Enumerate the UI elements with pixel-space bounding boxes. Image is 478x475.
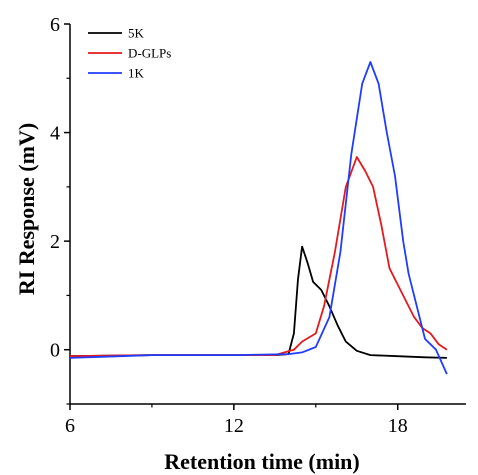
y-tick-label-4: 4 <box>50 123 60 145</box>
axes: 6 12 18 0 2 4 6 <box>50 14 466 437</box>
x-tick-label-6: 6 <box>65 415 75 437</box>
series-line-1 <box>69 156 448 358</box>
x-axis-title: Retention time (min) <box>164 449 360 474</box>
series-line-2 <box>69 61 448 375</box>
legend-label-0: 5K <box>128 26 145 41</box>
x-tick-label-12: 12 <box>224 415 244 437</box>
legend-label-1: D-GLPs <box>128 46 171 61</box>
y-tick-label-2: 2 <box>50 231 60 253</box>
legend-label-2: 1K <box>128 66 145 81</box>
legend: 5K D-GLPs 1K <box>88 26 171 81</box>
series-line-0 <box>69 245 447 359</box>
y-tick-label-0: 0 <box>50 340 60 362</box>
y-tick-label-6: 6 <box>50 14 60 36</box>
x-tick-label-18: 18 <box>388 415 408 437</box>
series-layer <box>69 61 448 375</box>
y-axis-title: RI Response (mV) <box>14 123 39 295</box>
